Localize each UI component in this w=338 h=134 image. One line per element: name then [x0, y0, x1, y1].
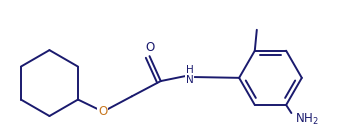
Text: H
N: H N — [186, 65, 194, 85]
Text: O: O — [98, 105, 107, 118]
Text: O: O — [145, 41, 154, 54]
Text: NH$_2$: NH$_2$ — [295, 111, 319, 127]
